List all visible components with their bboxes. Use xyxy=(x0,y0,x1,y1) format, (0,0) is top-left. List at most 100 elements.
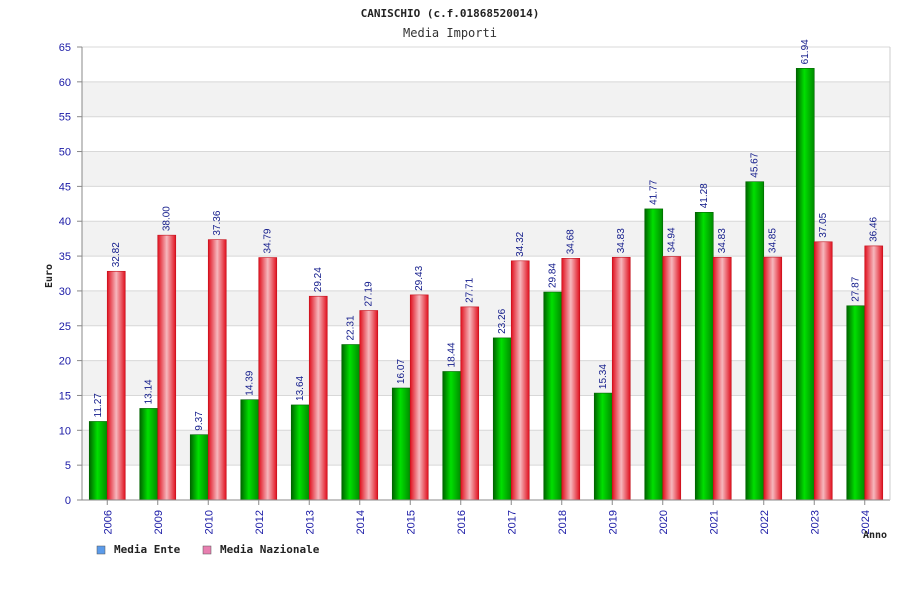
value-label: 29.24 xyxy=(313,267,324,292)
x-tick-label: 2023 xyxy=(809,510,821,534)
bar-media-nazionale-2023 xyxy=(813,241,833,501)
value-label: 34.32 xyxy=(515,231,526,256)
bar-media-ente-2017 xyxy=(492,337,512,501)
bar-media-ente-2021 xyxy=(694,212,714,501)
value-label: 37.36 xyxy=(212,210,223,235)
value-label: 22.31 xyxy=(346,315,357,340)
value-label: 27.19 xyxy=(364,281,375,306)
bar-media-nazionale-2015 xyxy=(409,294,429,501)
bar-media-ente-2012 xyxy=(240,399,260,501)
bars xyxy=(88,68,884,501)
plot-band xyxy=(82,81,890,117)
bar-media-ente-2006 xyxy=(88,421,108,501)
bar-media-nazionale-2013 xyxy=(308,295,328,501)
value-label: 34.68 xyxy=(566,229,577,254)
x-tick-labels: 2006 2009 2010 2012 2013 2014 2015 2016 2017 2018… xyxy=(102,510,872,534)
value-label: 14.39 xyxy=(245,370,256,395)
legend-label-media-nazionale: Media Nazionale xyxy=(220,543,320,556)
y-tick-label: 55 xyxy=(59,112,71,124)
bar-media-nazionale-2012 xyxy=(258,257,278,501)
value-label: 41.28 xyxy=(699,183,710,208)
bar-media-nazionale-2014 xyxy=(359,310,379,501)
y-tick-label: 40 xyxy=(59,216,71,228)
y-tick-label: 60 xyxy=(59,77,71,89)
value-label: 27.87 xyxy=(851,276,862,301)
x-tick-label: 2018 xyxy=(557,510,569,534)
x-tick-label: 2015 xyxy=(405,510,417,534)
bar-media-ente-2020 xyxy=(644,208,664,501)
y-tick-label: 20 xyxy=(59,356,71,368)
value-label: 34.94 xyxy=(667,227,678,252)
x-tick-label: 2006 xyxy=(102,510,114,534)
value-label: 27.71 xyxy=(465,277,476,302)
value-label: 9.37 xyxy=(194,411,205,431)
bar-media-nazionale-2018 xyxy=(561,258,581,501)
bar-media-nazionale-2010 xyxy=(207,239,227,501)
x-tick-label: 2014 xyxy=(355,510,367,534)
x-tick-label: 2012 xyxy=(254,510,266,534)
bar-media-nazionale-2006 xyxy=(106,270,126,501)
value-label: 61.94 xyxy=(800,39,811,64)
x-tick-label: 2016 xyxy=(456,510,468,534)
x-tick-label: 2021 xyxy=(708,510,720,534)
bar-media-nazionale-2022 xyxy=(763,256,783,501)
value-label: 41.77 xyxy=(649,179,660,204)
value-label: 15.34 xyxy=(598,364,609,389)
bar-media-ente-2024 xyxy=(846,305,866,501)
y-tick-labels: 0 5 10 15 20 25 30 35 40 45 50 55 60 65 xyxy=(59,42,71,507)
x-tick-label: 2022 xyxy=(759,510,771,534)
value-label: 13.64 xyxy=(295,375,306,400)
value-label: 34.83 xyxy=(717,228,728,253)
bar-media-ente-2014 xyxy=(341,344,361,501)
bar-media-ente-2016 xyxy=(442,371,462,501)
x-tick-label: 2010 xyxy=(203,510,215,534)
legend-swatch-media-ente xyxy=(96,545,106,555)
value-label: 32.82 xyxy=(111,242,122,267)
bar-media-ente-2010 xyxy=(189,434,209,501)
y-tick-label: 35 xyxy=(59,251,71,263)
bar-media-nazionale-2021 xyxy=(712,256,732,501)
value-label: 45.67 xyxy=(750,152,761,177)
bar-media-ente-2013 xyxy=(290,404,310,501)
value-label: 34.83 xyxy=(616,228,627,253)
bar-media-ente-2018 xyxy=(543,291,563,501)
bar-media-ente-2009 xyxy=(139,408,159,501)
value-label: 23.26 xyxy=(497,308,508,333)
bar-media-nazionale-2019 xyxy=(611,256,631,501)
bar-media-nazionale-2024 xyxy=(864,245,884,501)
value-labels: 11.27 32.82 13.14 38.00 9.37 37.36 14.39 34.79 1… xyxy=(93,39,880,431)
y-tick-label: 10 xyxy=(59,425,71,437)
value-label: 34.79 xyxy=(263,228,274,253)
value-label: 16.07 xyxy=(396,359,407,384)
legend-swatch-media-nazionale xyxy=(202,545,212,555)
y-tick-label: 0 xyxy=(65,495,71,507)
x-tick-label: 2017 xyxy=(506,510,518,534)
value-label: 29.84 xyxy=(548,263,559,288)
x-tick-label: 2019 xyxy=(607,510,619,534)
y-tick-label: 30 xyxy=(59,286,71,298)
plot-band xyxy=(82,47,890,82)
bar-media-nazionale-2016 xyxy=(460,306,480,501)
plot-band xyxy=(82,116,890,152)
y-tick-label: 25 xyxy=(59,321,71,333)
bar-media-nazionale-2009 xyxy=(157,234,177,501)
value-label: 11.27 xyxy=(93,393,104,418)
value-label: 37.05 xyxy=(818,212,829,237)
bar-media-nazionale-2020 xyxy=(662,256,682,501)
y-tick-label: 15 xyxy=(59,390,71,402)
bar-media-ente-2022 xyxy=(745,181,765,501)
plot-band xyxy=(82,151,890,187)
value-label: 38.00 xyxy=(162,206,173,231)
bar-media-nazionale-2017 xyxy=(510,260,530,501)
x-tick-label: 2020 xyxy=(658,510,670,534)
legend: Media Ente Media Nazionale xyxy=(96,543,320,556)
x-axis-label: Anno xyxy=(863,530,887,541)
x-tick-label: 2024 xyxy=(860,510,872,534)
bar-media-ente-2019 xyxy=(593,392,613,501)
chart-title: CANISCHIO (c.f.01868520014) xyxy=(361,7,540,20)
axes xyxy=(77,46,891,505)
chart-subtitle: Media Importi xyxy=(403,26,497,40)
value-label: 36.46 xyxy=(869,216,880,241)
y-tick-label: 45 xyxy=(59,181,71,193)
